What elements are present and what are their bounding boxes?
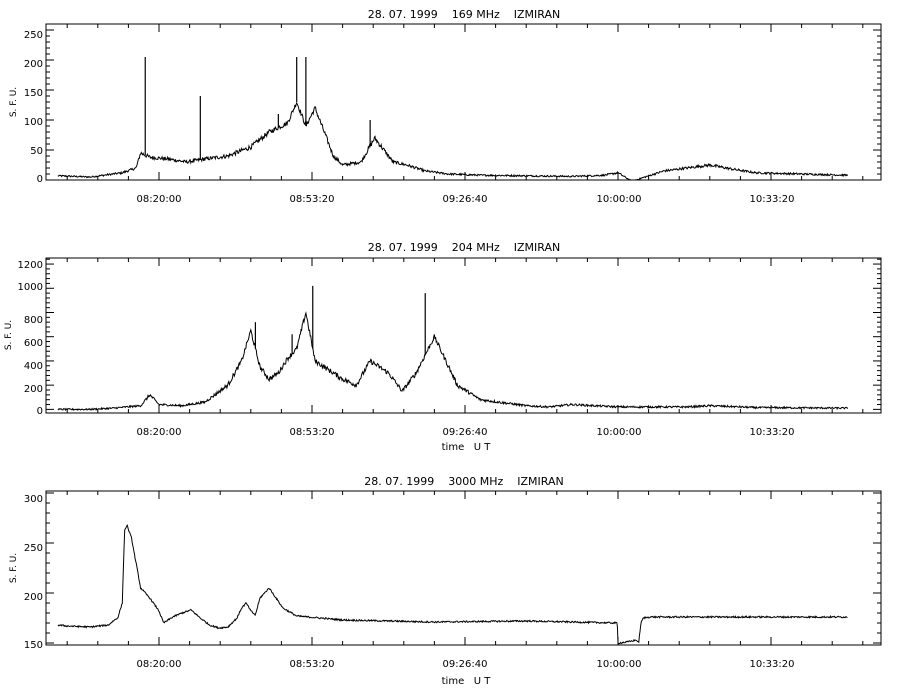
plot-frame: [45, 257, 882, 414]
y-tick-label: 0: [37, 174, 43, 185]
y-tick-label: 1000: [18, 282, 43, 293]
plot-border: [45, 23, 882, 181]
chart-panel-169mhz: 28. 07. 1999 169 MHz IZMIRAN S. F. U. 0 …: [9, 8, 882, 205]
y-tick-label: 200: [24, 592, 43, 603]
y-tick-label: 150: [24, 88, 43, 99]
y-tick-labels: 0 50 100 150 200 250: [24, 30, 43, 185]
x-tick-labels: 08:20:00 08:53:20 09:26:40 10:00:00 10:3…: [137, 659, 795, 670]
series-line: [57, 311, 848, 412]
chart-title: 28. 07. 1999 3000 MHz IZMIRAN: [364, 475, 563, 488]
y-tick-labels: 0 200 400 600 800 1000 1200: [18, 260, 43, 417]
y-tick-label: 250: [24, 543, 43, 554]
x-tick-label: 08:20:00: [137, 427, 182, 438]
x-tick-label: 10:00:00: [597, 194, 642, 205]
plot-border: [45, 490, 882, 646]
y-tick-label: 800: [24, 315, 43, 326]
x-tick-label: 08:53:20: [290, 659, 335, 670]
plot-frame: [45, 23, 882, 181]
x-tick-label: 08:20:00: [137, 194, 182, 205]
chart-title: 28. 07. 1999 169 MHz IZMIRAN: [368, 8, 560, 21]
x-tick-label: 09:26:40: [443, 427, 488, 438]
y-axis-label: S. F. U.: [9, 87, 19, 117]
y-tick-label: 250: [24, 30, 43, 41]
x-tick-labels: 08:20:00 08:53:20 09:26:40 10:00:00 10:3…: [137, 194, 795, 205]
y-axis-label: S. F. U.: [4, 320, 14, 350]
data-series: [57, 57, 848, 181]
x-tick-label: 10:00:00: [597, 427, 642, 438]
y-tick-label: 100: [24, 117, 43, 128]
y-tick-label: 0: [37, 406, 43, 417]
y-tick-label: 300: [24, 494, 43, 505]
x-tick-label: 08:53:20: [290, 427, 335, 438]
y-tick-label: 200: [24, 384, 43, 395]
x-tick-label: 10:33:20: [750, 194, 795, 205]
plot-border: [45, 257, 882, 414]
y-tick-label: 50: [30, 146, 43, 157]
x-axis-label: time U T: [442, 676, 492, 687]
y-tick-label: 150: [24, 640, 43, 651]
plot-frame: [45, 490, 882, 646]
x-tick-label: 09:26:40: [443, 194, 488, 205]
series-line: [57, 101, 848, 181]
y-tick-label: 400: [24, 361, 43, 372]
y-tick-label: 600: [24, 338, 43, 349]
x-tick-label: 10:00:00: [597, 659, 642, 670]
data-series: [57, 285, 848, 412]
chart-panel-204mhz: 28. 07. 1999 204 MHz IZMIRAN S. F. U. 0 …: [4, 241, 882, 453]
x-axis-label: time U T: [442, 442, 492, 453]
y-tick-label: 1200: [18, 260, 43, 271]
x-tick-label: 09:26:40: [443, 659, 488, 670]
x-tick-label: 08:53:20: [290, 194, 335, 205]
x-tick-label: 10:33:20: [750, 659, 795, 670]
y-tick-labels: 150 200 250 300: [24, 494, 43, 651]
y-axis-label: S. F. U.: [9, 553, 19, 583]
x-tick-label: 10:33:20: [750, 427, 795, 438]
series-line: [57, 523, 848, 645]
chart-panel-3000mhz: 28. 07. 1999 3000 MHz IZMIRAN S. F. U. 1…: [9, 475, 882, 687]
x-tick-label: 08:20:00: [137, 659, 182, 670]
data-series: [57, 523, 848, 645]
x-tick-labels: 08:20:00 08:53:20 09:26:40 10:00:00 10:3…: [137, 427, 795, 438]
y-tick-label: 200: [24, 59, 43, 70]
chart-title: 28. 07. 1999 204 MHz IZMIRAN: [368, 241, 560, 254]
